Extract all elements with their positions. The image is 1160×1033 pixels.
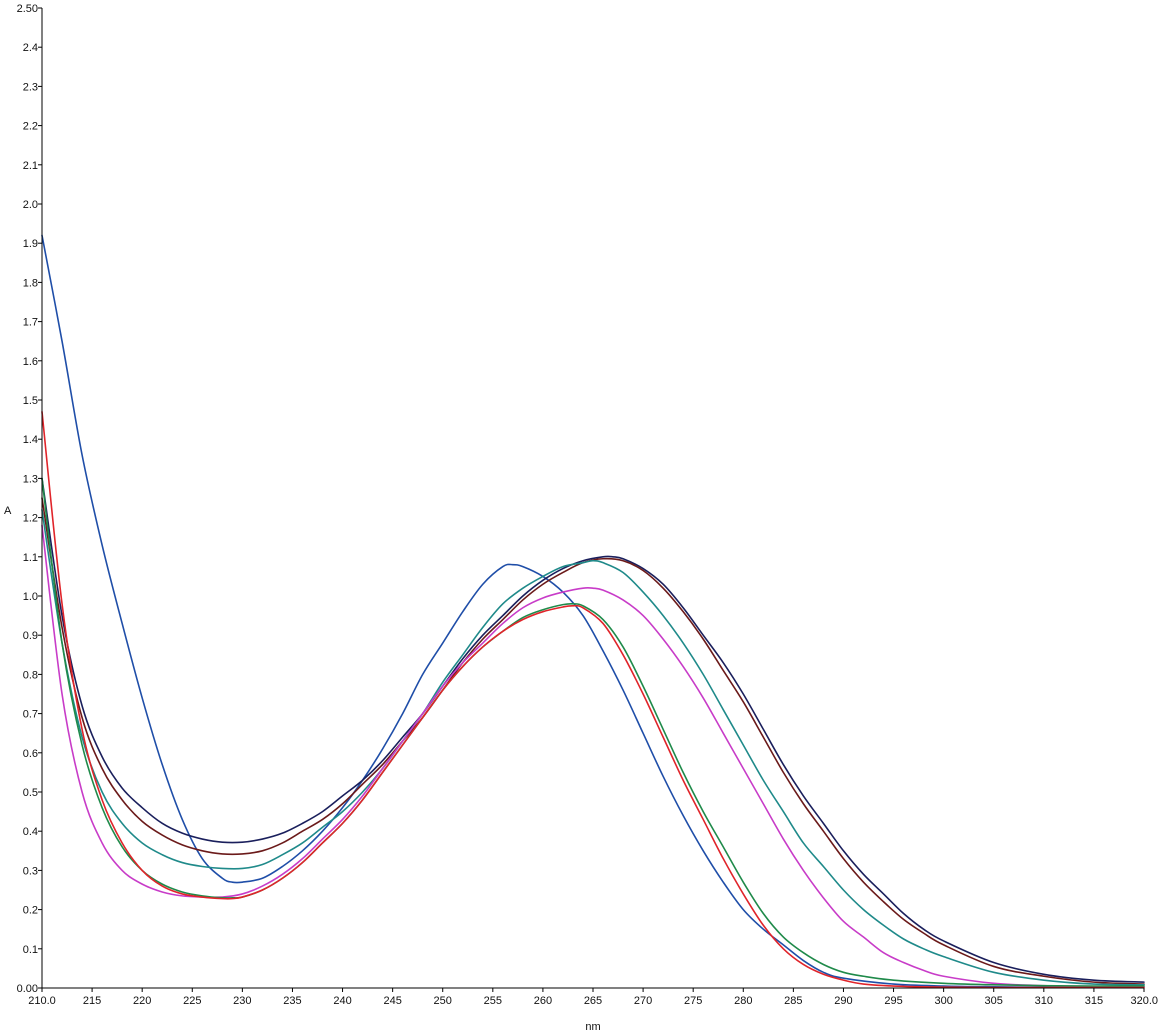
y-tick-label: 0.4 bbox=[23, 826, 38, 838]
x-tick-label: 315 bbox=[1085, 995, 1103, 1007]
series-layer bbox=[41, 234, 1145, 989]
y-tick-label: 0.00 bbox=[17, 983, 38, 995]
y-tick-label: 0.1 bbox=[23, 944, 38, 956]
x-tick-label: 240 bbox=[333, 995, 351, 1007]
x-tick-label: 265 bbox=[584, 995, 602, 1007]
x-tick-label: 280 bbox=[734, 995, 752, 1007]
y-tick-label: 1.7 bbox=[23, 317, 38, 329]
x-tick-label: 320.0 bbox=[1130, 995, 1158, 1007]
y-tick-label: 1.0 bbox=[23, 591, 38, 603]
x-tick-label: 285 bbox=[784, 995, 802, 1007]
y-tick-label: 2.1 bbox=[23, 160, 38, 172]
y-tick-label: 1.5 bbox=[23, 395, 38, 407]
y-tick-label: 0.9 bbox=[23, 630, 38, 642]
x-tick-label: 270 bbox=[634, 995, 652, 1007]
y-tick-label: 1.9 bbox=[23, 238, 38, 250]
x-tick-label: 305 bbox=[985, 995, 1003, 1007]
x-tick-label: 300 bbox=[934, 995, 952, 1007]
x-tick-label: 310 bbox=[1035, 995, 1053, 1007]
series-line-6 bbox=[41, 477, 1145, 987]
y-tick-label: 1.4 bbox=[23, 434, 38, 446]
series-line-5 bbox=[41, 524, 1145, 988]
axes-layer bbox=[41, 8, 1144, 989]
y-tick-label: 1.8 bbox=[23, 277, 38, 289]
y-tick-label: 2.0 bbox=[23, 199, 38, 211]
series-line-7 bbox=[41, 410, 1145, 989]
series-line-2 bbox=[41, 477, 1145, 983]
x-tick-label: 260 bbox=[534, 995, 552, 1007]
y-tick-label: 0.3 bbox=[23, 865, 38, 877]
x-tick-label: 290 bbox=[834, 995, 852, 1007]
y-axis-label: A bbox=[4, 505, 12, 517]
y-tick-label: 2.2 bbox=[23, 121, 38, 133]
y-tick-label: 2.3 bbox=[23, 81, 38, 93]
x-tick-label: 230 bbox=[233, 995, 251, 1007]
y-tick-label: 2.50 bbox=[17, 3, 38, 15]
y-tick-label: 0.8 bbox=[23, 669, 38, 681]
y-tick-label: 1.6 bbox=[23, 356, 38, 368]
ticks-layer: 0.00 0.1 0.2 0.3 0.4 0.5 0.6 0.7 0.8 0.9 1.0 1.1 1.2… bbox=[17, 3, 1158, 1007]
series-line-3 bbox=[41, 497, 1145, 985]
x-tick-label: 215 bbox=[83, 995, 101, 1007]
y-tick-label: 0.6 bbox=[23, 748, 38, 760]
x-tick-label: 255 bbox=[484, 995, 502, 1007]
x-axis-label: nm bbox=[585, 1021, 600, 1033]
x-tick-label: 275 bbox=[684, 995, 702, 1007]
series-line-1 bbox=[41, 234, 1145, 989]
y-tick-label: 0.7 bbox=[23, 709, 38, 721]
y-tick-label: 0.2 bbox=[23, 905, 38, 917]
y-tick-label: 1.3 bbox=[23, 473, 38, 485]
x-tick-label: 210.0 bbox=[28, 995, 56, 1007]
y-tick-label: 1.2 bbox=[23, 513, 38, 525]
y-tick-label: 0.5 bbox=[23, 787, 38, 799]
x-tick-label: 250 bbox=[434, 995, 452, 1007]
series-line-4 bbox=[41, 508, 1145, 986]
x-tick-label: 235 bbox=[283, 995, 301, 1007]
y-tick-label: 2.4 bbox=[23, 42, 38, 54]
x-tick-label: 245 bbox=[383, 995, 401, 1007]
x-tick-label: 220 bbox=[133, 995, 151, 1007]
x-tick-label: 225 bbox=[183, 995, 201, 1007]
x-tick-label: 295 bbox=[884, 995, 902, 1007]
y-tick-label: 1.1 bbox=[23, 552, 38, 564]
